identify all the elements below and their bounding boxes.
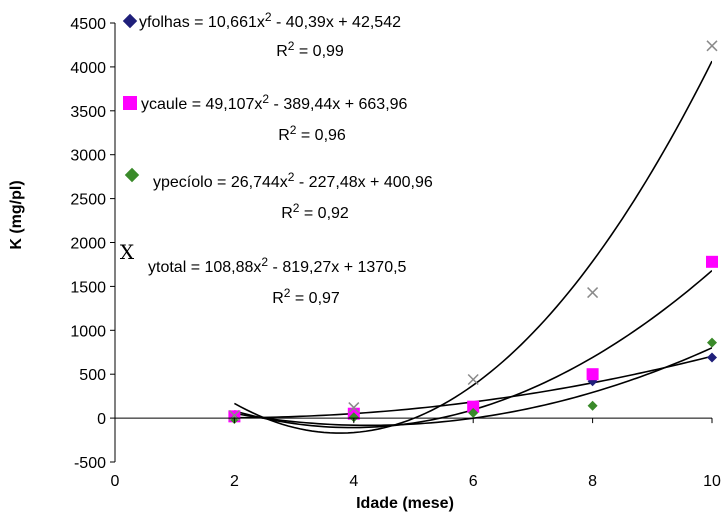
- data-point-series-2: [706, 255, 718, 268]
- r2-prefix: R: [272, 290, 284, 307]
- y-tick-label: 1500: [70, 279, 106, 296]
- x-tick-label: 8: [588, 473, 597, 490]
- data-point-series-4: [467, 373, 479, 385]
- r2-value: = 0,99: [294, 43, 343, 60]
- data-point-series-4-stroke: [467, 373, 479, 385]
- r2-value: = 0,92: [299, 205, 348, 222]
- legend-equation-2: ycaule = 49,107x2 - 389,44x + 663,96: [141, 92, 408, 113]
- data-point-series-3: [707, 337, 717, 348]
- r2-prefix: R: [281, 205, 293, 222]
- equation-superscript: 2: [265, 10, 272, 24]
- data-point-series-2: [467, 400, 480, 413]
- equation-tail: - 227,48x + 400,96: [294, 174, 432, 191]
- legend-equation-1: yfolhas = 10,661x2 - 40,39x + 42,542: [139, 10, 401, 31]
- trendlines: [234, 60, 712, 434]
- equation-tail: - 40,39x + 42,542: [272, 14, 402, 31]
- data-point-series-3: [587, 400, 598, 411]
- legend-r2-3: R2 = 0,92: [281, 201, 349, 222]
- legend-marker-x: X: [120, 240, 135, 264]
- x-axis-title: Idade (mese): [356, 495, 454, 512]
- x-tick-label: 0: [111, 473, 120, 490]
- data-point-series-4: [228, 409, 240, 421]
- equation-main: ycaule = 49,107x: [141, 96, 262, 113]
- legend-r2-2: R2 = 0,96: [278, 123, 346, 144]
- x-tick-label: 10: [703, 473, 721, 490]
- data-point-series-4: [587, 287, 599, 299]
- y-axis-title: K (mg/pl): [8, 180, 25, 249]
- legend-r2-4: R2 = 0,97: [272, 286, 340, 307]
- data-point-series-1: [707, 352, 717, 363]
- x-tick-label: 6: [469, 473, 478, 490]
- equation-superscript: 2: [288, 170, 295, 184]
- y-tick-label: 1000: [70, 323, 106, 340]
- data-point-series-2: [586, 368, 599, 381]
- data-point-series-4-stroke: [228, 409, 240, 421]
- equation-superscript: 2: [262, 92, 269, 106]
- legend-marker-1: [122, 13, 138, 29]
- data-point-series-4-stroke: [587, 287, 599, 299]
- r2-superscript: 2: [293, 201, 300, 215]
- trendline-4: [234, 60, 712, 434]
- data-point-series-4: [706, 40, 718, 52]
- legend-r2-1: R2 = 0,99: [276, 39, 344, 60]
- y-tick-label: 3500: [70, 104, 106, 121]
- x-tick-label: 4: [349, 473, 358, 490]
- y-tick-label: 0: [97, 411, 106, 428]
- legend-equation-4: ytotal = 108,88x2 - 819,27x + 1370,5: [148, 255, 407, 276]
- y-tick-label: 3000: [70, 148, 106, 165]
- equation-tail: - 389,44x + 663,96: [269, 96, 407, 113]
- data-point-series-4-stroke: [706, 40, 718, 52]
- legend-equation-3: ypecíolo = 26,744x2 - 227,48x + 400,96: [153, 170, 433, 191]
- r2-prefix: R: [276, 43, 288, 60]
- r2-superscript: 2: [284, 286, 291, 300]
- data-point-series-3: [348, 412, 359, 423]
- y-tick-label: 500: [79, 367, 106, 384]
- r2-superscript: 2: [288, 39, 295, 53]
- equation-superscript: 2: [261, 255, 268, 269]
- x-tick-label: 2: [230, 473, 239, 490]
- data-point-series-4-stroke: [348, 402, 360, 414]
- legend-marker-3: [124, 167, 140, 183]
- y-tick-label: 2000: [70, 236, 106, 253]
- equation-main: yfolhas = 10,661x: [139, 14, 265, 31]
- r2-value: = 0,96: [296, 127, 345, 144]
- data-point-series-4: [348, 402, 360, 414]
- data-point-series-3: [468, 407, 479, 418]
- r2-prefix: R: [278, 127, 290, 144]
- y-tick-label: 4500: [70, 16, 106, 33]
- axes: -500 0 500 1000 1500 2000 2500 3000 3500 4000 4500…: [70, 16, 721, 490]
- equation-main: ytotal = 108,88x: [148, 259, 261, 276]
- r2-value: = 0,97: [290, 290, 339, 307]
- equation-tail: - 819,27x + 1370,5: [268, 259, 406, 276]
- legend-marker-2: [123, 96, 137, 110]
- data-points: [228, 40, 718, 424]
- y-tick-label: -500: [74, 455, 106, 472]
- equation-main: ypecíolo = 26,744x: [153, 174, 288, 191]
- r2-superscript: 2: [290, 123, 297, 137]
- y-tick-label: 4000: [70, 60, 106, 77]
- y-tick-label: 2500: [70, 192, 106, 209]
